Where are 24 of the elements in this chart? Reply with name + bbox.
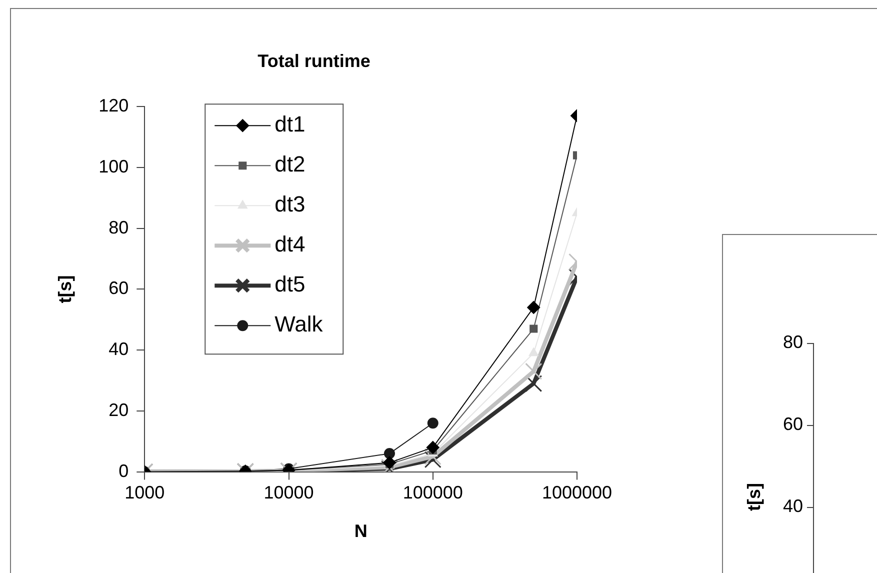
- y-tick-label: 80: [108, 217, 129, 238]
- y-tick-label: 120: [98, 96, 129, 116]
- x-tick-label: 1000000: [542, 482, 612, 503]
- legend-label: Walk: [274, 312, 324, 337]
- legend-label: dt4: [274, 232, 306, 257]
- y-tick-label: 60: [108, 278, 129, 298]
- x-tick-label: 1000: [124, 482, 165, 503]
- y-axis-title: t[s]: [54, 275, 75, 304]
- text: 40: [782, 496, 803, 516]
- legend-label: dt2: [274, 152, 306, 177]
- legend-label: dt1: [274, 112, 306, 137]
- x-tick-label: 10000: [264, 482, 314, 503]
- x-tick-label: 100000: [402, 482, 463, 503]
- y-tick-label: 40: [108, 339, 129, 360]
- text: t[s]: [744, 483, 764, 511]
- y-tick-label: 0: [118, 460, 129, 481]
- legend-label: dt5: [274, 272, 306, 297]
- chart-title: Total runtime: [258, 50, 370, 71]
- legend-label: dt3: [274, 192, 306, 217]
- text: 60: [782, 414, 803, 434]
- y-tick-label: 20: [108, 400, 129, 420]
- x-axis-title: N: [354, 521, 368, 542]
- text: 80: [782, 332, 803, 352]
- y-tick-label: 100: [98, 156, 129, 176]
